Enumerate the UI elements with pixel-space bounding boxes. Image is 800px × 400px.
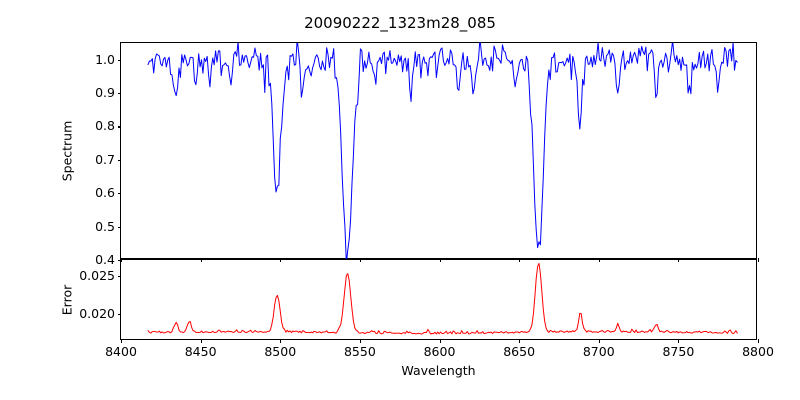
spectrum-line-series	[147, 43, 738, 260]
x-tick-mark	[519, 339, 521, 343]
y-tick-mark	[117, 193, 121, 195]
error-line-series	[147, 262, 738, 335]
y-tick-mark	[117, 275, 121, 277]
x-tick-label: 8700	[582, 344, 615, 359]
x-tick-label: 8550	[343, 344, 376, 359]
x-tick-mark	[200, 339, 202, 343]
y-tick-mark	[117, 226, 121, 228]
x-tick-label: 8750	[662, 344, 695, 359]
spectrum-y-axis-label: Spectrum	[59, 120, 75, 181]
x-tick-mark	[758, 339, 760, 343]
error-panel: Error 0.020 0.025 8400 8450 8500 8550 8600 8650…	[60, 259, 774, 378]
x-tick-mark	[758, 258, 760, 262]
y-tick-mark	[117, 93, 121, 95]
y-tick-mark	[117, 59, 121, 61]
y-tick-mark	[117, 314, 121, 316]
x-tick-mark	[121, 339, 123, 343]
error-y-axis-label: Error	[59, 284, 75, 315]
y-tick-mark	[117, 126, 121, 128]
x-tick-mark	[359, 339, 361, 343]
x-tick-mark	[678, 339, 680, 343]
y-tick-label: 0.4	[95, 251, 115, 267]
x-tick-label: 8650	[503, 344, 536, 359]
x-axis-label: Wavelength	[401, 363, 476, 378]
x-tick-label: 8600	[423, 344, 456, 359]
y-tick-mark	[117, 260, 121, 262]
y-tick-label: 0.5	[95, 218, 115, 234]
x-tick-mark	[280, 339, 282, 343]
x-tick-label: 8450	[184, 344, 217, 359]
y-tick-label: 0.8	[95, 118, 115, 134]
y-tick-label: 0.020	[79, 306, 115, 322]
y-tick-label: 0.7	[95, 151, 115, 167]
y-tick-label: 0.6	[95, 184, 115, 200]
page-title: 20090222_1323m28_085	[304, 14, 496, 32]
y-tick-label: 1.0	[95, 51, 115, 67]
x-tick-mark	[598, 339, 600, 343]
y-tick-mark	[117, 159, 121, 161]
x-tick-mark	[439, 339, 441, 343]
y-tick-label: 0.9	[95, 84, 115, 100]
x-tick-label: 8800	[742, 344, 774, 359]
spectrum-panel: Spectrum 0.4 0.5 0.6 0.7 0.8 0.9 1.0	[60, 42, 760, 265]
y-tick-label: 0.025	[79, 267, 115, 283]
x-tick-label: 8500	[264, 344, 297, 359]
x-tick-label: 8400	[105, 344, 137, 359]
